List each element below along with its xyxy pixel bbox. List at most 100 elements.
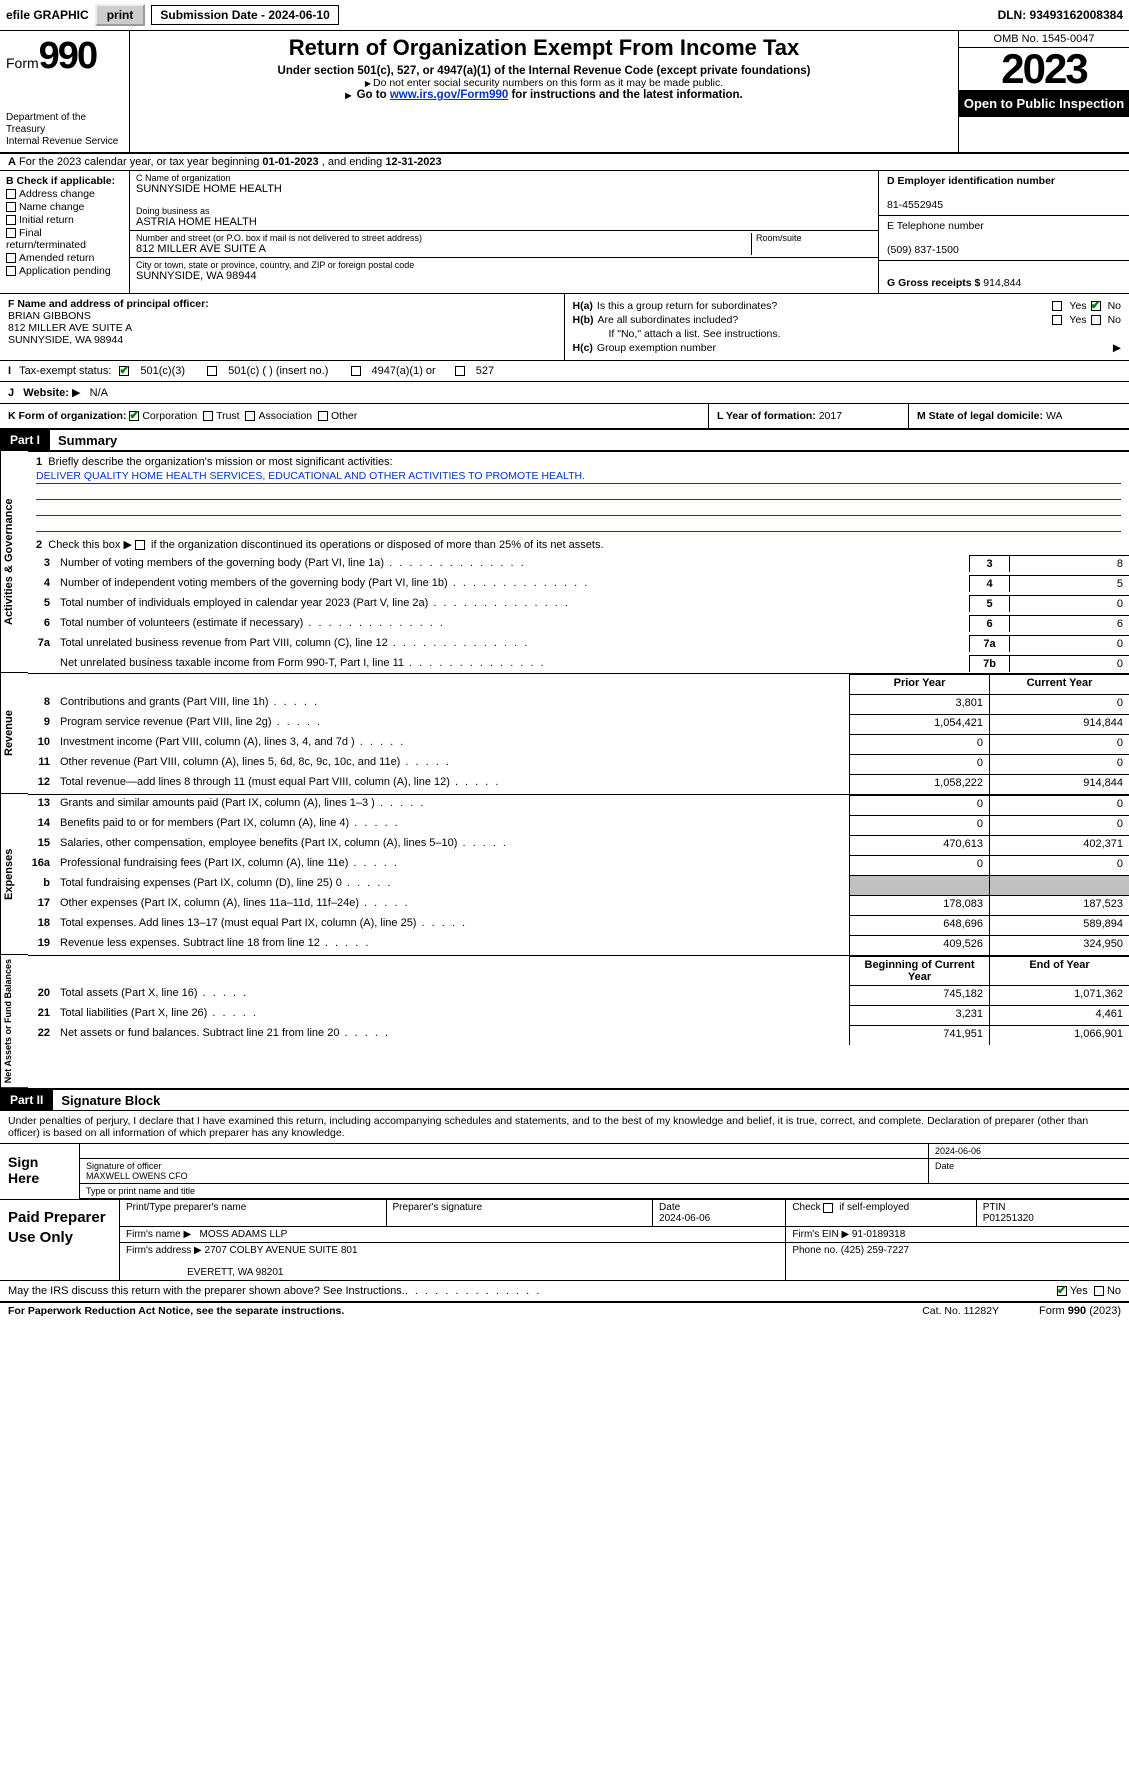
firm-addr2: EVERETT, WA 98201 [187,1267,283,1278]
financial-row: 21Total liabilities (Part X, line 26)3,2… [28,1005,1129,1025]
netassets-header-row: Beginning of Current Year End of Year [28,956,1129,985]
gross-receipts: 914,844 [983,277,1021,289]
financial-row: 20Total assets (Part X, line 16)745,1821… [28,985,1129,1005]
gov-row: 4Number of independent voting members of… [28,573,1129,593]
subtitle-ssn: Do not enter social security numbers on … [138,77,950,89]
tax-exempt-status-row: I Tax-exempt status: 501(c)(3) 501(c) ( … [0,361,1129,382]
part-1-body: Activities & Governance 1 Briefly descri… [0,451,1129,1090]
form-of-org-row: K Form of organization: Corporation Trus… [0,404,1129,430]
entity-info-grid: B Check if applicable: Address change Na… [0,171,1129,294]
box-b-checkboxes: B Check if applicable: Address change Na… [0,171,130,293]
gov-row: 6Total number of volunteers (estimate if… [28,613,1129,633]
subtitle-section: Under section 501(c), 527, or 4947(a)(1)… [138,65,950,77]
ha-yes-checkbox[interactable] [1052,301,1062,311]
form-word: Form [6,55,39,71]
cb-other[interactable] [318,411,328,421]
box-c-name-address: C Name of organization SUNNYSIDE HOME HE… [130,171,879,293]
firm-addr1: 2707 COLBY AVENUE SUITE 801 [205,1245,358,1256]
firm-name: MOSS ADAMS LLP [200,1229,288,1240]
financial-row: 8Contributions and grants (Part VIII, li… [28,694,1129,714]
cb-name-change[interactable]: Name change [6,201,123,213]
page-footer: For Paperwork Reduction Act Notice, see … [0,1303,1129,1319]
open-public-inspection: Open to Public Inspection [959,90,1129,117]
vlabel-netassets: Net Assets or Fund Balances [0,955,28,1088]
cb-self-employed[interactable] [823,1203,833,1213]
financial-row: 22Net assets or fund balances. Subtract … [28,1025,1129,1045]
print-button[interactable]: print [95,4,146,26]
form990-link[interactable]: www.irs.gov/Form990 [390,89,508,101]
dln-label: DLN: 93493162008384 [998,8,1123,22]
financial-row: 15Salaries, other compensation, employee… [28,835,1129,855]
website-value: N/A [90,387,108,399]
cb-final-return[interactable]: Final return/terminated [6,227,123,251]
cb-discontinued[interactable] [135,540,145,550]
signature-block: Sign Here 2024-06-06 Signature of office… [0,1144,1129,1200]
website-row: J Website: ▶ N/A [0,382,1129,404]
submission-date: Submission Date - 2024-06-10 [151,5,338,25]
financial-row: 16aProfessional fundraising fees (Part I… [28,855,1129,875]
hb-yes-checkbox[interactable] [1052,315,1062,325]
gov-row: 3Number of voting members of the governi… [28,553,1129,573]
state-domicile: WA [1046,410,1063,422]
ha-no-checkbox[interactable] [1091,301,1101,311]
dept-treasury: Department of theTreasuryInternal Revenu… [6,112,123,148]
form-number: 990 [39,35,96,77]
cb-527[interactable] [455,366,465,376]
officer-name: BRIAN GIBBONS [8,310,91,322]
firm-phone: (425) 259-7227 [841,1245,909,1256]
ptin-value: P01251320 [983,1213,1034,1224]
financial-row: 13Grants and similar amounts paid (Part … [28,795,1129,815]
financial-row: 14Benefits paid to or for members (Part … [28,815,1129,835]
org-name: SUNNYSIDE HOME HEALTH [136,183,872,195]
sig-date: 2024-06-06 [929,1144,1129,1158]
cb-application-pending[interactable]: Application pending [6,265,123,277]
cb-4947[interactable] [351,366,361,376]
cb-corporation[interactable] [129,411,139,421]
discuss-with-preparer-row: May the IRS discuss this return with the… [0,1281,1129,1303]
gov-row: 7aTotal unrelated business revenue from … [28,633,1129,653]
discuss-yes-checkbox[interactable] [1057,1286,1067,1296]
part-2-header: Part II Signature Block [0,1090,1129,1111]
subtitle-goto: Go to www.irs.gov/Form990 for instructio… [138,89,950,101]
cb-501c[interactable] [207,366,217,376]
financial-row: bTotal fundraising expenses (Part IX, co… [28,875,1129,895]
officer-addr2: SUNNYSIDE, WA 98944 [8,334,123,346]
cb-trust[interactable] [203,411,213,421]
cb-address-change[interactable]: Address change [6,188,123,200]
paid-preparer-block: Paid Preparer Use Only Print/Type prepar… [0,1200,1129,1281]
hb-no-checkbox[interactable] [1091,315,1101,325]
cb-initial-return[interactable]: Initial return [6,214,123,226]
financial-row: 9Program service revenue (Part VIII, lin… [28,714,1129,734]
ein-value: 81-4552945 [887,199,943,211]
vlabel-revenue: Revenue [0,673,28,794]
mission-text: DELIVER QUALITY HOME HEALTH SERVICES, ED… [36,470,1121,484]
firm-ein: 91-0189318 [852,1229,905,1240]
financial-row: 17Other expenses (Part IX, column (A), l… [28,895,1129,915]
cb-501c3[interactable] [119,366,129,376]
city-state-zip: SUNNYSIDE, WA 98944 [136,270,872,282]
financial-row: 10Investment income (Part VIII, column (… [28,734,1129,754]
vlabel-expenses: Expenses [0,794,28,955]
financial-row: 19Revenue less expenses. Subtract line 1… [28,935,1129,955]
year-formation: 2017 [819,410,842,422]
cb-amended-return[interactable]: Amended return [6,252,123,264]
cb-association[interactable] [245,411,255,421]
vlabel-governance: Activities & Governance [0,451,28,673]
discuss-no-checkbox[interactable] [1094,1286,1104,1296]
officer-signature-name: MAXWELL OWENS CFO [86,1171,188,1181]
revenue-header-row: Prior Year Current Year [28,674,1129,694]
part-1-header: Part I Summary [0,430,1129,451]
efile-label: efile GRAPHIC [6,8,89,22]
officer-group-info: F Name and address of principal officer:… [0,294,1129,361]
form-header: Form990 Department of theTreasuryInterna… [0,31,1129,154]
main-title: Return of Organization Exempt From Incom… [138,35,950,61]
section-a-period: A For the 2023 calendar year, or tax yea… [0,154,1129,171]
efile-topbar: efile GRAPHIC print Submission Date - 20… [0,0,1129,31]
financial-row: 12Total revenue—add lines 8 through 11 (… [28,774,1129,794]
telephone-value: (509) 837-1500 [887,244,959,256]
officer-addr1: 812 MILLER AVE SUITE A [8,322,132,334]
financial-row: 11Other revenue (Part VIII, column (A), … [28,754,1129,774]
gov-row: Net unrelated business taxable income fr… [28,653,1129,673]
financial-row: 18Total expenses. Add lines 13–17 (must … [28,915,1129,935]
hb-note: If "No," attach a list. See instructions… [573,328,1122,340]
